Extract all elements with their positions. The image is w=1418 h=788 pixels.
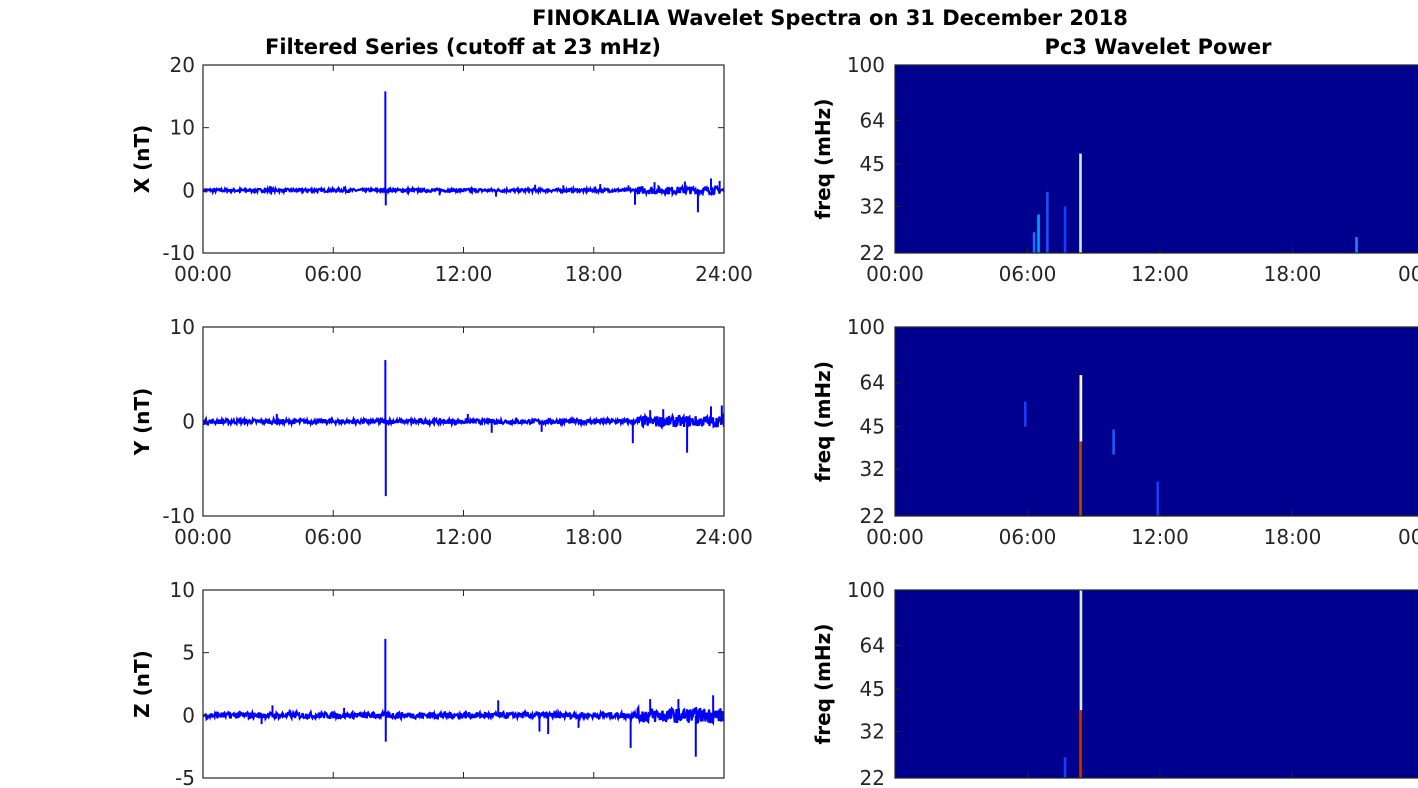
x-tick-label: 00 xyxy=(1398,525,1418,549)
y-tick-label: 22 xyxy=(860,241,885,265)
y-tick-label: 32 xyxy=(860,194,885,218)
y-tick-label: 0 xyxy=(182,178,195,202)
heatmap-background xyxy=(895,590,1418,778)
y-tick-label: 5 xyxy=(182,641,195,665)
y-axis-label: freq (mHz) xyxy=(811,361,835,482)
power-event xyxy=(1046,191,1049,253)
plot-area xyxy=(203,590,724,778)
y-axis-label: Y (nT) xyxy=(130,388,154,457)
x-tick-label: 00:00 xyxy=(174,525,232,549)
x-tick-label: 12:00 xyxy=(1131,262,1189,286)
power-event xyxy=(1037,214,1040,253)
y-tick-label: 22 xyxy=(860,766,885,788)
y-tick-label: -5 xyxy=(175,766,195,788)
axes-box xyxy=(202,326,725,517)
power-event xyxy=(1063,757,1067,778)
y-tick-label: 100 xyxy=(847,315,885,339)
x-tick-label: 00:00 xyxy=(866,262,924,286)
power-event xyxy=(1355,237,1358,253)
x-tick-label: 06:00 xyxy=(999,525,1057,549)
power-event xyxy=(1079,375,1082,516)
power-event xyxy=(1063,206,1067,253)
x-tick-label: 00:00 xyxy=(174,262,232,286)
y-tick-label: 64 xyxy=(860,371,885,395)
power-event xyxy=(1079,375,1083,442)
axes-box xyxy=(894,589,1418,779)
x-tick-label: 24:00 xyxy=(695,525,753,549)
y-tick-label: 0 xyxy=(182,703,195,727)
y-axis-label: Z (nT) xyxy=(130,650,154,718)
y-tick-label: 0 xyxy=(182,410,195,434)
y-tick-label: 100 xyxy=(847,578,885,602)
power-event xyxy=(1032,232,1036,253)
y-tick-label: 45 xyxy=(860,415,885,439)
y-tick-label: 20 xyxy=(170,53,195,77)
y-axis-label: X (nT) xyxy=(130,125,154,194)
figure-title: FINOKALIA Wavelet Spectra on 31 December… xyxy=(532,6,1128,30)
series-line xyxy=(203,412,724,431)
x-tick-label: 18:00 xyxy=(1264,525,1322,549)
left-column-title: Filtered Series (cutoff at 23 mHz) xyxy=(265,35,661,59)
y-tick-label: 100 xyxy=(847,53,885,77)
series-line xyxy=(203,183,724,198)
power-event xyxy=(1079,153,1082,253)
x-tick-label: 00 xyxy=(1398,262,1418,286)
panel-filtered-z: 10 5 0 -5 Z (nT) xyxy=(130,578,725,788)
x-tick-label: 00:00 xyxy=(866,525,924,549)
x-tick-label: 12:00 xyxy=(1131,525,1189,549)
x-tick-label: 12:00 xyxy=(435,262,493,286)
y-axis-label: freq (mHz) xyxy=(811,624,835,745)
x-tick-label: 18:00 xyxy=(565,525,623,549)
x-tick-label: 12:00 xyxy=(435,525,493,549)
x-tick-label: 18:00 xyxy=(1264,262,1322,286)
x-tick-label: 06:00 xyxy=(304,525,362,549)
power-event xyxy=(1079,710,1082,778)
right-column-title: Pc3 Wavelet Power xyxy=(1045,35,1273,59)
panel-power-z: 100 64 45 32 22 freq (mHz) xyxy=(811,578,1418,788)
power-event xyxy=(1079,590,1083,711)
x-tick-label: 24:00 xyxy=(695,262,753,286)
axes-box xyxy=(202,589,725,779)
y-tick-label: 64 xyxy=(860,108,885,132)
y-tick-label: 32 xyxy=(860,457,885,481)
axes-box xyxy=(202,64,725,254)
axes-box xyxy=(894,64,1418,254)
axes-box xyxy=(894,326,1418,517)
x-tick-label: 18:00 xyxy=(565,262,623,286)
power-event xyxy=(1112,429,1115,455)
y-tick-label: 64 xyxy=(860,633,885,657)
series-line xyxy=(203,703,724,726)
power-event xyxy=(1156,481,1160,516)
y-tick-label: 45 xyxy=(860,677,885,701)
y-axis-label: freq (mHz) xyxy=(811,99,835,220)
y-tick-label: 10 xyxy=(170,116,195,140)
x-tick-label: 06:00 xyxy=(304,262,362,286)
x-tick-label: 06:00 xyxy=(999,262,1057,286)
y-tick-label: 45 xyxy=(860,152,885,176)
y-tick-label: -10 xyxy=(162,241,195,265)
plot-area xyxy=(203,65,724,253)
y-tick-label: -10 xyxy=(162,504,195,528)
y-tick-label: 32 xyxy=(860,719,885,743)
heatmap-background xyxy=(895,65,1418,253)
y-tick-label: 10 xyxy=(170,315,195,339)
power-event xyxy=(1023,401,1027,427)
y-tick-label: 22 xyxy=(860,504,885,528)
y-tick-label: 10 xyxy=(170,578,195,602)
